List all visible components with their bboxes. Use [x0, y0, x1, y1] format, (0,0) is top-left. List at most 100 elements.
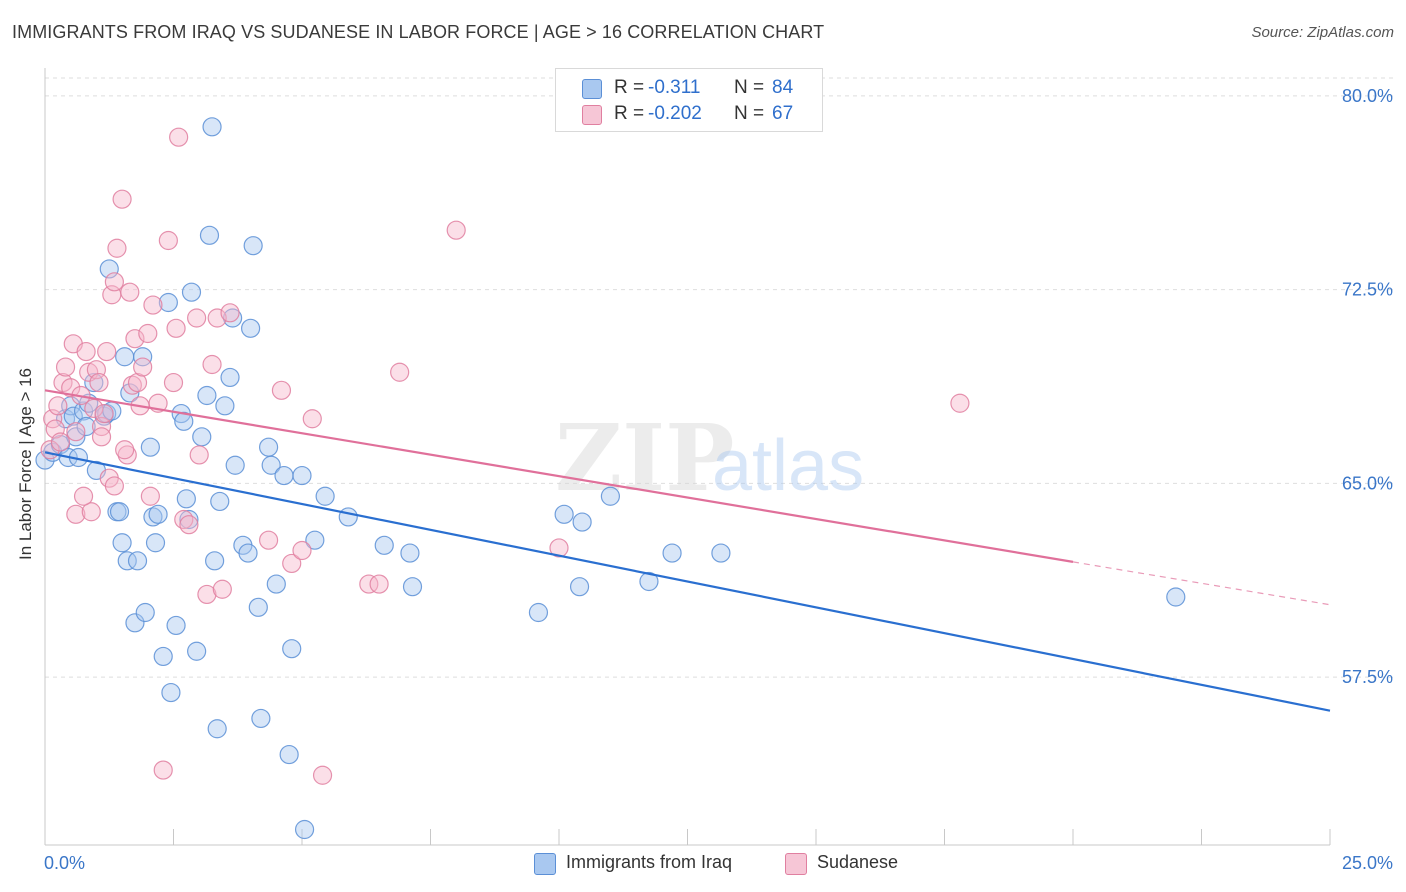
point-sudanese: [79, 362, 99, 382]
point-iraq: [166, 615, 186, 636]
point-sudanese: [91, 427, 112, 447]
point-iraq: [176, 489, 196, 509]
y-tick-label: 57.5%: [1342, 667, 1393, 687]
watermark: ZIP atlas: [555, 404, 864, 512]
point-iraq: [554, 504, 574, 524]
point-sudanese: [179, 515, 199, 535]
point-iraq: [43, 442, 63, 462]
point-sudanese: [138, 323, 158, 344]
point-iraq: [528, 602, 549, 623]
point-iraq: [202, 117, 222, 137]
point-iraq: [338, 507, 358, 527]
point-iraq: [120, 383, 140, 403]
point-sudanese: [163, 372, 184, 393]
bottom-legend-label-sudanese: Sudanese: [817, 852, 899, 872]
point-iraq: [243, 236, 263, 256]
point-iraq: [279, 744, 299, 765]
point-sudanese: [122, 375, 142, 395]
point-sudanese: [359, 574, 379, 594]
point-sudanese: [174, 509, 194, 530]
legend-r-label: R =: [614, 103, 645, 124]
point-sudanese: [153, 760, 173, 780]
point-iraq: [274, 465, 294, 486]
point-iraq: [192, 427, 212, 447]
point-iraq: [215, 396, 235, 416]
bottom-legend-swatch-iraq: [534, 853, 556, 875]
y-tick-labels: 57.5% 65.0% 72.5% 80.0%: [1342, 86, 1393, 687]
bottom-legend-label-iraq: Immigrants from Iraq: [566, 852, 733, 872]
data-points: [35, 117, 1186, 840]
point-iraq: [207, 719, 227, 739]
point-iraq: [223, 308, 243, 328]
point-sudanese: [158, 230, 178, 251]
point-iraq: [115, 347, 135, 367]
watermark-zip: ZIP: [555, 404, 734, 512]
point-sudanese: [202, 354, 222, 375]
point-iraq: [66, 427, 86, 447]
trend-lines: [44, 389, 1331, 712]
point-iraq: [63, 406, 83, 426]
point-sudanese: [66, 422, 86, 442]
point-sudanese: [94, 403, 114, 424]
point-iraq: [572, 512, 592, 532]
point-sudanese: [446, 220, 466, 240]
point-sudanese: [112, 189, 132, 209]
point-iraq: [238, 543, 258, 563]
point-iraq: [261, 455, 281, 475]
point-iraq: [292, 465, 312, 486]
legend-n-label: N =: [734, 103, 765, 124]
point-sudanese: [50, 432, 71, 452]
legend-n-label: N =: [734, 77, 765, 98]
point-iraq: [711, 543, 731, 563]
point-sudanese: [125, 329, 145, 349]
point-sudanese: [104, 476, 124, 496]
point-iraq: [1166, 587, 1186, 607]
point-iraq: [112, 533, 132, 553]
point-iraq: [174, 411, 194, 431]
legend-r-value: -0.202: [648, 103, 702, 124]
point-sudanese: [197, 584, 217, 605]
point-iraq: [140, 437, 160, 457]
point-iraq: [305, 530, 325, 550]
trend-line-extension-sudanese: [1072, 561, 1331, 606]
x-tick-label: 0.0%: [44, 853, 85, 873]
point-sudanese: [258, 530, 279, 550]
point-iraq: [266, 574, 286, 594]
point-sudanese: [212, 579, 232, 599]
legend-r-value: -0.311: [648, 77, 701, 98]
point-iraq: [35, 450, 55, 470]
point-sudanese: [127, 372, 148, 393]
point-iraq: [662, 543, 682, 563]
point-iraq: [187, 641, 207, 661]
point-sudanese: [169, 127, 189, 147]
point-sudanese: [220, 303, 240, 323]
stats-legend: R = -0.311 N = 84 R = -0.202 N = 67: [555, 68, 823, 132]
y-tick-label: 65.0%: [1342, 473, 1393, 493]
legend-n-value: 84: [772, 77, 794, 98]
point-iraq: [148, 504, 168, 524]
point-sudanese: [107, 238, 127, 258]
point-sudanese: [187, 308, 207, 328]
point-iraq: [210, 491, 230, 512]
point-iraq: [117, 551, 137, 571]
point-iraq: [400, 543, 420, 563]
point-iraq: [199, 225, 220, 245]
point-iraq: [161, 682, 181, 703]
point-iraq: [125, 613, 145, 633]
y-tick-label: 72.5%: [1342, 280, 1393, 300]
y-tick-label: 80.0%: [1342, 86, 1393, 106]
legend-r-label: R =: [614, 77, 645, 98]
watermark-atlas: atlas: [712, 426, 864, 506]
point-iraq: [145, 533, 166, 553]
trend-line-sudanese: [44, 389, 1074, 563]
point-iraq: [109, 502, 130, 522]
point-iraq: [127, 551, 148, 571]
point-iraq: [225, 455, 245, 475]
point-sudanese: [390, 362, 410, 382]
point-iraq: [374, 535, 394, 555]
y-axis-label: In Labor Force | Age > 16: [16, 367, 35, 560]
point-sudanese: [48, 396, 68, 416]
point-iraq: [402, 577, 423, 597]
point-iraq: [220, 367, 240, 388]
